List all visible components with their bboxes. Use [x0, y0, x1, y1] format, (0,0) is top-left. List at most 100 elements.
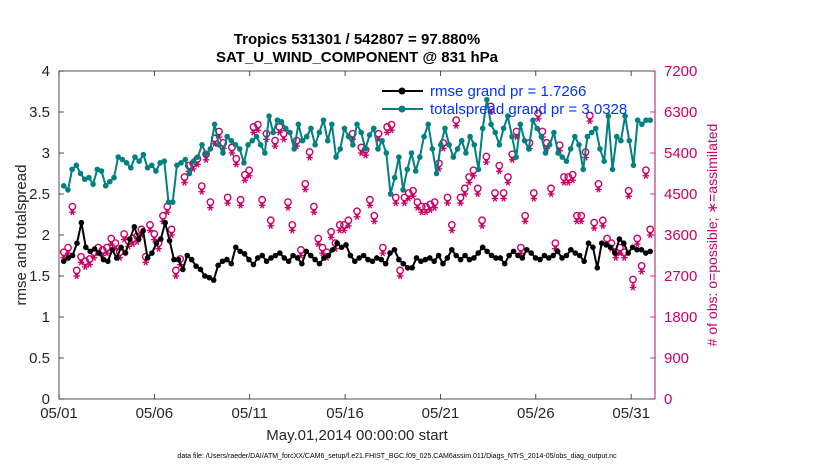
legend-rmse-label: rmse grand pr = 1.7266: [430, 83, 586, 100]
spread-point: [211, 121, 218, 128]
obs-assimilated-stroke: [320, 250, 325, 257]
rmse-point: [515, 252, 521, 259]
obs-assimilated-point: [228, 149, 236, 157]
rmse-point: [166, 237, 173, 244]
obs-assimilated-point: [414, 204, 421, 211]
x-tick-label: 05/11: [232, 405, 268, 422]
obs-assimilated-point: [396, 272, 404, 280]
rmse-point: [135, 236, 142, 242]
obs-possible-point: [236, 195, 245, 204]
obs-assimilated-point: [77, 259, 85, 266]
spread-point: [295, 121, 302, 128]
obs-possible-point: [344, 216, 353, 225]
obs-assimilated-point: [327, 234, 335, 241]
spread-point: [337, 146, 344, 152]
obs-assimilated-stroke: [591, 224, 597, 232]
spread-point: [467, 133, 473, 140]
rmse-point: [113, 255, 120, 261]
rmse-point: [418, 258, 424, 265]
obs-possible-point: [202, 150, 210, 159]
spread-point: [592, 125, 599, 132]
spread-point: [437, 142, 444, 148]
rmse-point: [118, 244, 124, 251]
obs-assimilated-stroke: [238, 202, 243, 209]
x-tick-label: 05/26: [517, 405, 555, 422]
spread-point: [77, 170, 84, 177]
obs-possible-point: [568, 170, 577, 179]
spread-point: [618, 137, 624, 144]
obs-assimilated-stroke: [531, 195, 537, 202]
obs-assimilated-point: [340, 227, 348, 234]
obs-assimilated-stroke: [419, 209, 424, 216]
spread-point: [509, 133, 515, 140]
obs-assimilated-point: [599, 222, 607, 230]
obs-assimilated-point: [232, 161, 240, 168]
spread-point: [546, 142, 553, 148]
obs-assimilated-stroke: [415, 204, 420, 211]
obs-assimilated-stroke: [626, 193, 631, 200]
rmse-point: [382, 260, 389, 267]
obs-assimilated-point: [86, 261, 93, 268]
spread-point: [299, 137, 306, 144]
spread-point: [391, 174, 398, 181]
rmse-point: [462, 252, 468, 259]
rmse-point: [523, 246, 530, 253]
spread-point: [563, 158, 570, 164]
rmse-point: [202, 273, 208, 279]
rmse-point: [435, 252, 442, 259]
obs-assimilated-stroke: [574, 218, 580, 225]
spread-point: [542, 150, 549, 156]
rmse-point: [510, 248, 517, 255]
spread-point: [312, 142, 318, 148]
obs-assimilated-point: [595, 186, 602, 193]
obs-assimilated-stroke: [639, 268, 644, 275]
x-tick-label: 05/21: [422, 405, 460, 422]
spread-point: [576, 142, 582, 148]
obs-assimilated-stroke: [311, 209, 317, 216]
rmse-point: [404, 265, 411, 271]
rmse-point: [224, 256, 230, 263]
obs-assimilated-point: [431, 204, 438, 211]
spread-point: [324, 137, 331, 144]
obs-possible-point: [629, 275, 637, 284]
obs-assimilated-stroke: [156, 245, 161, 252]
rmse-point: [541, 252, 548, 259]
y-right-tick-label: 900: [664, 350, 689, 367]
rmse-point: [581, 258, 587, 265]
spread-point: [500, 125, 507, 132]
obs-assimilated-point: [69, 209, 76, 216]
rmse-point: [554, 248, 561, 255]
rmse-point: [140, 228, 146, 234]
obs-assimilated-stroke: [70, 209, 75, 216]
rmse-point: [625, 250, 631, 256]
obs-assimilated-stroke: [212, 140, 217, 148]
rmse-point: [400, 260, 407, 267]
spread-point: [174, 162, 180, 169]
obs-assimilated-point: [452, 122, 460, 129]
spread-point: [266, 113, 272, 119]
spread-point: [65, 187, 71, 193]
obs-assimilated-point: [616, 250, 624, 257]
rmse-point: [413, 255, 420, 261]
legend-spread-label: totalspread grand pr = 3.0328: [430, 101, 627, 118]
rmse-point: [180, 266, 186, 273]
rmse-point: [369, 258, 376, 265]
rmse-point: [493, 255, 499, 261]
obs-assimilated-stroke: [380, 250, 386, 257]
obs-assimilated-point: [590, 224, 598, 232]
obs-assimilated-stroke: [458, 199, 463, 207]
rmse-point: [585, 240, 592, 246]
obs-assimilated-stroke: [492, 195, 498, 202]
rmse-point: [396, 256, 402, 263]
rmse-point: [131, 224, 138, 230]
obs-assimilated-stroke: [190, 165, 196, 173]
obs-assimilated-point: [504, 179, 512, 186]
obs-assimilated-stroke: [471, 172, 476, 179]
obs-assimilated-point: [194, 161, 201, 168]
spread-point: [345, 133, 352, 140]
obs-assimilated-point: [366, 202, 374, 209]
obs-assimilated-stroke: [259, 202, 265, 209]
spread-point: [362, 146, 369, 152]
rmse-point: [629, 244, 636, 251]
rmse-point: [100, 256, 107, 263]
